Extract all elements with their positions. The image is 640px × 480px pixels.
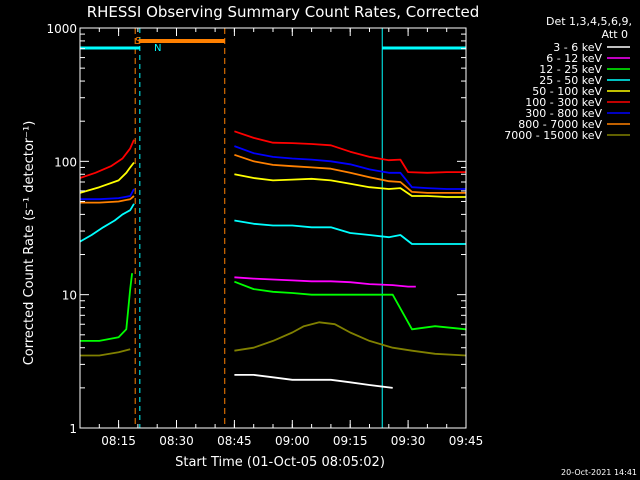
series-layer	[79, 130, 467, 389]
series-line	[234, 321, 467, 357]
series-line	[80, 348, 131, 357]
series-line	[79, 161, 135, 194]
x-tick-label: 09:30	[391, 434, 426, 448]
legend-item-label: 3 - 6 keV	[553, 41, 602, 54]
marker-layer: SN	[79, 28, 467, 428]
legend-item-label: 50 - 100 keV	[532, 85, 602, 98]
series-line	[234, 373, 393, 389]
y-axis-label: Corrected Count Rate (s⁻¹ detector⁻¹)	[22, 121, 37, 366]
y-tick-label: 100	[54, 155, 77, 169]
legend-item-label: 800 - 7000 keV	[518, 118, 602, 131]
legend-item-label: 6 - 12 keV	[546, 52, 602, 65]
series-line	[234, 173, 466, 198]
y-tick-label: 10	[62, 289, 77, 303]
series-line	[234, 276, 416, 288]
y-tick-label: 1000	[46, 22, 77, 36]
chart-title: RHESSI Observing Summary Count Rates, Co…	[87, 3, 480, 21]
series-line	[234, 130, 466, 174]
series-line	[79, 203, 135, 243]
x-axis-label: Start Time (01-Oct-05 08:05:02)	[175, 455, 385, 470]
annotation-n: N	[154, 43, 161, 54]
series-line	[80, 273, 133, 342]
series-line	[80, 188, 135, 201]
series-line	[80, 195, 135, 204]
axis-layer: 08:15 08:30 08:45 09:00 09:15 09:30 09:45 1 10 10…	[46, 22, 483, 448]
legend-header-detectors: Det 1,3,4,5,6,9,	[546, 15, 632, 28]
timestamp: 20-Oct-2021 14:41	[561, 468, 637, 477]
annotation-s: S	[135, 36, 141, 47]
x-tick-label: 08:45	[217, 434, 252, 448]
y-tick-label: 1	[69, 422, 77, 436]
x-tick-label: 09:00	[275, 434, 310, 448]
legend-item-label: 300 - 800 keV	[525, 107, 602, 120]
legend-item-label: 25 - 50 keV	[539, 74, 602, 87]
series-line	[234, 219, 466, 245]
series-line	[79, 139, 135, 179]
legend-header-attenuator: Att 0	[602, 28, 628, 41]
x-tick-label: 08:30	[159, 434, 194, 448]
x-tick-label: 09:45	[449, 434, 484, 448]
legend-item-label: 7000 - 15000 keV	[504, 129, 602, 142]
legend-item-label: 12 - 25 keV	[539, 63, 602, 76]
series-line	[234, 280, 467, 331]
x-tick-label: 09:15	[333, 434, 368, 448]
x-tick-label: 08:15	[101, 434, 136, 448]
series-line	[234, 145, 466, 190]
plot-frame	[79, 27, 467, 429]
series-line	[234, 153, 466, 194]
legend-item-label: 100 - 300 keV	[525, 96, 602, 109]
